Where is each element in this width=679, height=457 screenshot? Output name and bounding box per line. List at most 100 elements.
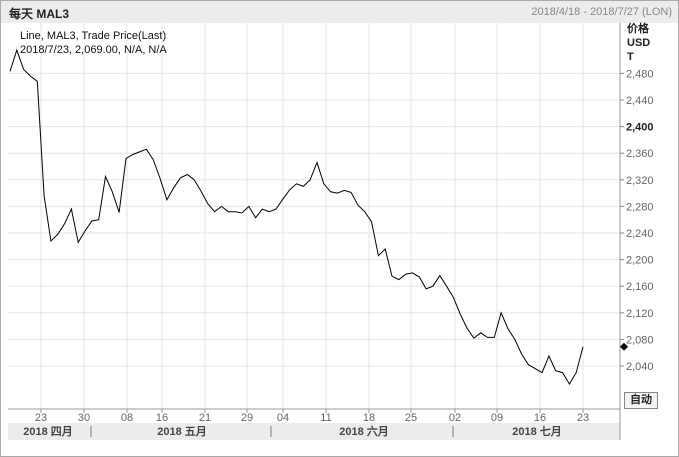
price-data-point[interactable]: [384, 247, 387, 250]
price-data-point[interactable]: [145, 148, 148, 151]
price-data-point[interactable]: [452, 296, 455, 299]
price-data-point[interactable]: [547, 355, 550, 358]
price-data-point[interactable]: [206, 202, 209, 205]
price-data-point[interactable]: [131, 153, 134, 156]
price-data-point[interactable]: [261, 208, 264, 211]
price-data-point[interactable]: [363, 210, 366, 213]
price-data-point[interactable]: [520, 353, 523, 356]
price-data-point[interactable]: [377, 254, 380, 257]
x-tick-label: 04: [277, 412, 289, 424]
price-data-point[interactable]: [309, 178, 312, 181]
x-tick-label: 25: [405, 412, 417, 424]
price-data-point[interactable]: [343, 189, 346, 192]
price-data-point[interactable]: [234, 210, 237, 213]
price-data-point[interactable]: [438, 274, 441, 277]
price-data-point[interactable]: [391, 275, 394, 278]
legend-last-value: 2018/7/23, 2,069.00, N/A, N/A: [20, 44, 167, 56]
price-data-point[interactable]: [172, 186, 175, 189]
price-data-point[interactable]: [36, 80, 39, 83]
price-data-point[interactable]: [138, 150, 141, 153]
price-data-point[interactable]: [329, 190, 332, 193]
price-data-point[interactable]: [63, 222, 66, 225]
price-data-point[interactable]: [322, 182, 325, 185]
price-data-point[interactable]: [90, 220, 93, 223]
price-data-point[interactable]: [254, 216, 257, 219]
price-data-point[interactable]: [124, 157, 127, 160]
price-data-point[interactable]: [582, 345, 585, 348]
price-data-point[interactable]: [84, 230, 87, 233]
price-data-point[interactable]: [411, 271, 414, 274]
price-data-point[interactable]: [554, 369, 557, 372]
price-data-point[interactable]: [288, 188, 291, 191]
price-data-point[interactable]: [49, 239, 52, 242]
price-data-point[interactable]: [575, 371, 578, 374]
price-data-point[interactable]: [152, 158, 155, 161]
chart-header: 每天 MAL3 2018/4/18 - 2018/7/27 (LON): [1, 1, 678, 23]
price-data-point[interactable]: [500, 311, 503, 314]
price-data-point[interactable]: [200, 190, 203, 193]
price-data-point[interactable]: [213, 210, 216, 213]
price-data-point[interactable]: [159, 177, 162, 180]
price-data-point[interactable]: [431, 285, 434, 288]
x-tick-label: 11: [320, 412, 331, 424]
price-data-point[interactable]: [77, 241, 80, 244]
last-price-marker: [620, 342, 628, 351]
price-data-point[interactable]: [165, 198, 168, 201]
price-data-point[interactable]: [356, 204, 359, 207]
price-data-point[interactable]: [111, 190, 114, 193]
price-data-point[interactable]: [493, 336, 496, 339]
price-data-point[interactable]: [193, 178, 196, 181]
price-data-point[interactable]: [466, 327, 469, 330]
x-tick-label: 16: [534, 412, 546, 424]
price-data-point[interactable]: [513, 338, 516, 341]
price-data-point[interactable]: [425, 287, 428, 290]
price-data-point[interactable]: [459, 313, 462, 316]
price-data-point[interactable]: [97, 218, 100, 221]
price-data-point[interactable]: [104, 175, 107, 178]
price-data-point[interactable]: [220, 205, 223, 208]
auto-scale-button[interactable]: 自动: [624, 392, 658, 409]
price-data-point[interactable]: [445, 285, 448, 288]
price-data-point[interactable]: [227, 210, 230, 213]
price-data-point[interactable]: [315, 161, 318, 164]
price-data-point[interactable]: [561, 371, 564, 374]
price-data-point[interactable]: [295, 182, 298, 185]
price-data-point[interactable]: [302, 185, 305, 188]
price-data-point[interactable]: [404, 273, 407, 276]
price-data-point[interactable]: [179, 176, 182, 179]
price-data-point[interactable]: [506, 327, 509, 330]
price-data-point[interactable]: [22, 68, 25, 71]
price-data-point[interactable]: [418, 275, 421, 278]
price-data-point[interactable]: [472, 337, 475, 340]
price-data-point[interactable]: [56, 233, 59, 236]
price-data-point[interactable]: [70, 208, 73, 211]
month-label: 2018 五月: [157, 425, 207, 438]
price-data-point[interactable]: [118, 211, 121, 214]
price-data-point[interactable]: [370, 220, 373, 223]
price-data-point[interactable]: [527, 363, 530, 366]
price-data-point[interactable]: [397, 278, 400, 281]
x-tick-label: 18: [363, 412, 375, 424]
price-data-point[interactable]: [350, 191, 353, 194]
price-data-point[interactable]: [534, 367, 537, 370]
price-data-point[interactable]: [15, 49, 18, 52]
price-data-point[interactable]: [29, 75, 32, 78]
price-data-point[interactable]: [281, 198, 284, 201]
price-data-point[interactable]: [568, 382, 571, 385]
price-data-point[interactable]: [43, 194, 46, 197]
price-data-point[interactable]: [240, 212, 243, 215]
price-data-point[interactable]: [275, 208, 278, 211]
price-data-point[interactable]: [268, 210, 271, 213]
y-tick-label: 2,160: [626, 281, 654, 293]
price-data-point[interactable]: [247, 205, 250, 208]
price-data-point[interactable]: [541, 371, 544, 374]
chart-legend: Line, MAL3, Trade Price(Last) 2018/7/23,…: [20, 29, 167, 57]
price-series-line[interactable]: [9, 48, 584, 385]
price-axis-label: 价格 USD T: [627, 22, 650, 64]
price-data-point[interactable]: [336, 192, 339, 195]
price-data-point[interactable]: [486, 336, 489, 339]
price-data-point[interactable]: [479, 331, 482, 334]
price-data-point[interactable]: [186, 173, 189, 176]
price-data-point[interactable]: [9, 70, 12, 73]
